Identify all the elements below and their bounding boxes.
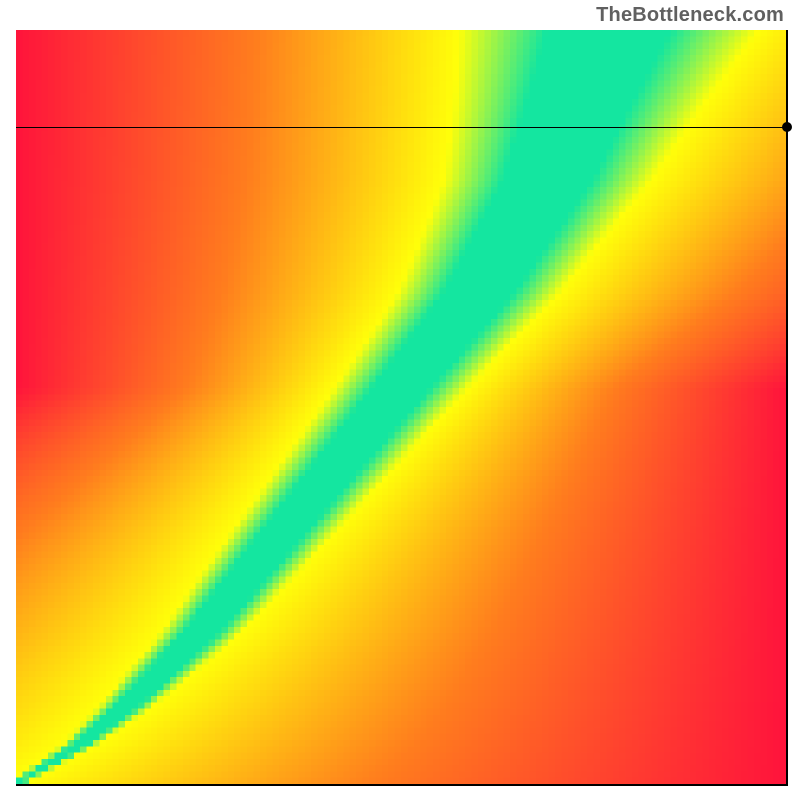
crosshair-line <box>16 127 786 128</box>
watermark-text: TheBottleneck.com <box>596 4 784 27</box>
heatmap-chart <box>16 30 788 786</box>
crosshair-marker <box>782 122 792 132</box>
heatmap-canvas <box>16 30 786 784</box>
